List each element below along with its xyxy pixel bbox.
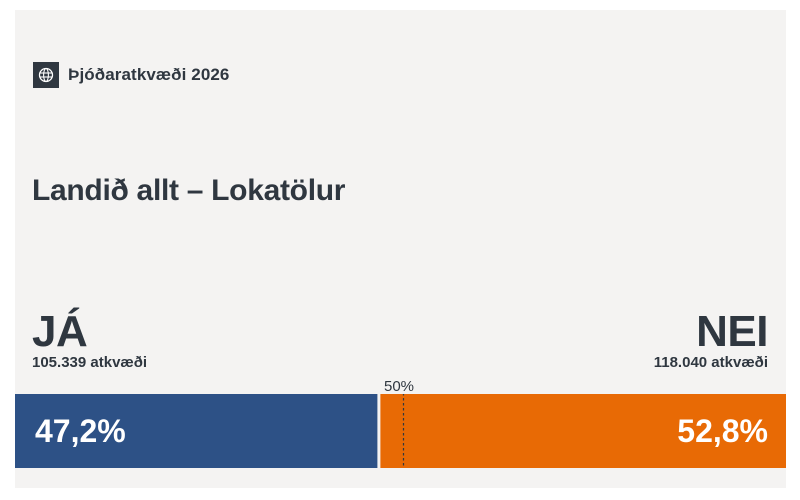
yes-bar [15,394,378,468]
yes-label: JÁ [32,307,88,356]
yes-percent-label: 47,2% [35,413,126,449]
brand-name: Þjóðaratkvæði 2026 [68,65,230,84]
yes-votes: 105.339 atkvæði [32,354,148,371]
result-bar-chart: 47,2% 52,8% [15,394,786,468]
midpoint-label: 50% [384,378,415,395]
emblem-icon [33,62,59,88]
page-title: Landið allt – Lokatölur [32,174,346,207]
results-card: Þjóðaratkvæði 2026 Landið allt – Lokatöl… [15,10,786,488]
no-votes: 118.040 atkvæði [653,354,768,371]
no-label: NEI [696,307,768,356]
no-bar [380,394,786,468]
no-percent-label: 52,8% [677,413,768,449]
brand-header: Þjóðaratkvæði 2026 [33,62,230,88]
